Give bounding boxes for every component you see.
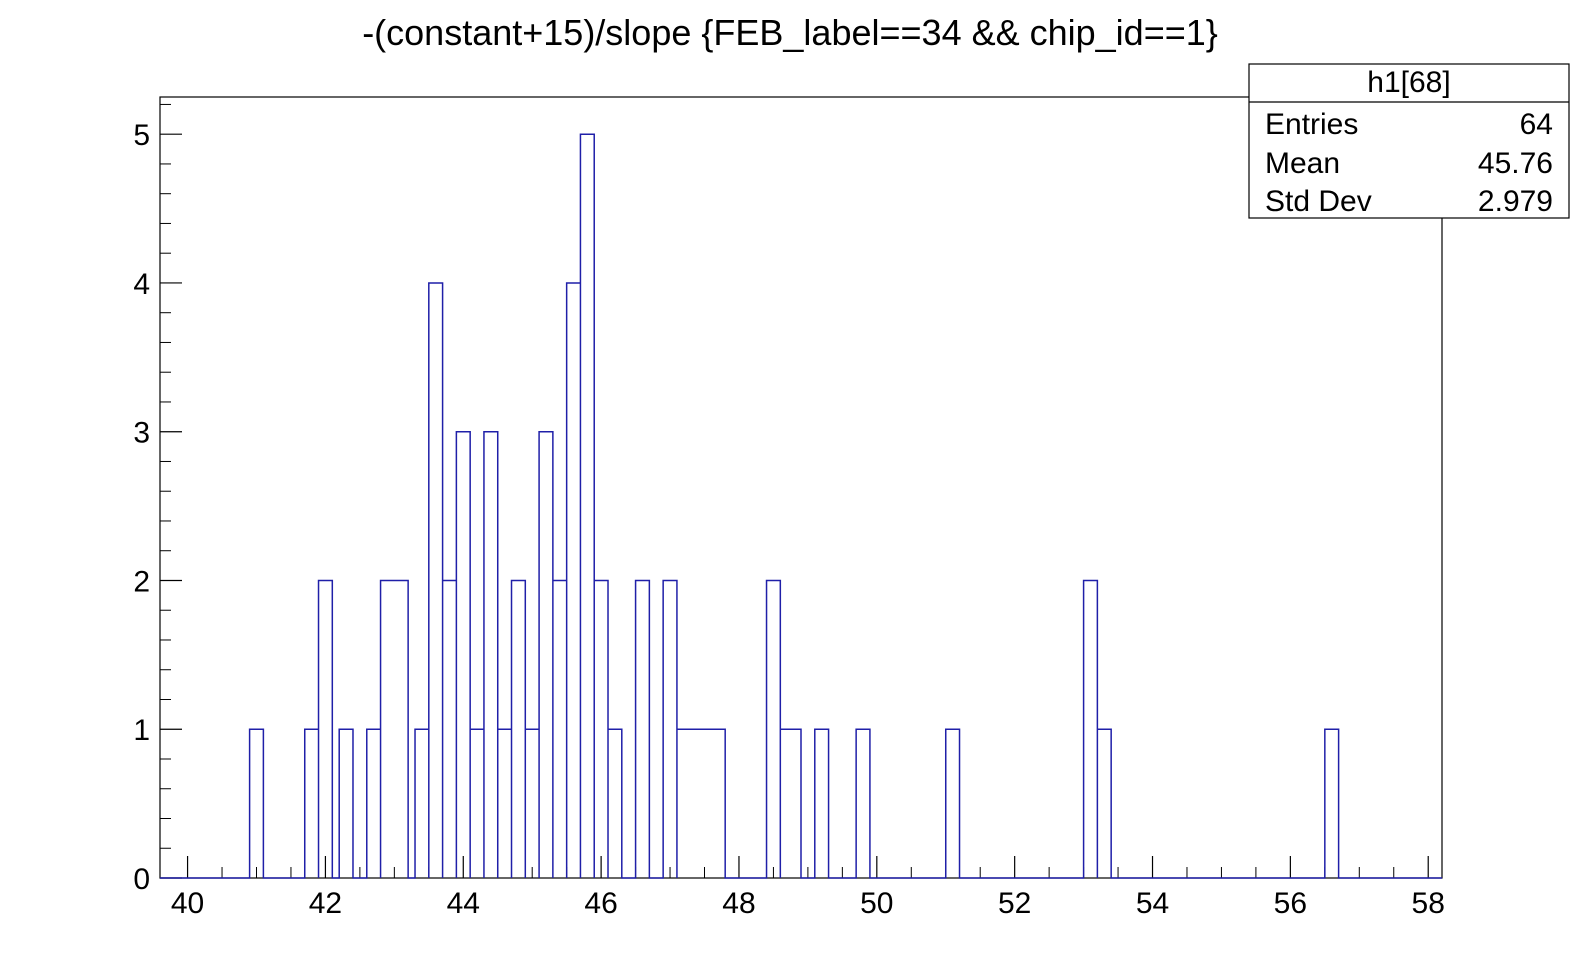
stats-mean-value: 45.76	[1478, 147, 1553, 180]
histogram-bin	[594, 580, 608, 878]
histogram-bin	[484, 432, 498, 878]
histogram-bin	[339, 729, 353, 878]
y-tick-label: 3	[133, 417, 150, 450]
histogram-bin	[415, 729, 429, 878]
x-tick-label: 52	[998, 887, 1031, 920]
x-tick-label: 42	[309, 887, 342, 920]
y-axis: 0 1 2 3 4 5	[133, 103, 182, 896]
x-tick-label: 46	[584, 887, 617, 920]
histogram-bin	[429, 283, 443, 878]
histogram-bin	[580, 134, 594, 878]
histogram-bin	[1097, 729, 1111, 878]
histogram-bins	[250, 134, 1339, 878]
histogram-bin	[319, 580, 333, 878]
histogram-bin	[512, 580, 526, 878]
histogram-bin	[663, 580, 677, 878]
histogram-bin	[815, 729, 829, 878]
histogram-bin	[677, 729, 725, 878]
stats-stddev-label: Std Dev	[1265, 185, 1372, 218]
histogram-bin	[470, 729, 484, 878]
y-tick-label: 0	[133, 863, 150, 896]
y-tick-label: 1	[133, 714, 150, 747]
histogram-bin	[305, 729, 319, 878]
stats-entries-value: 64	[1520, 108, 1553, 141]
histogram-bin	[767, 580, 781, 878]
histogram-bin	[608, 729, 622, 878]
histogram-bin	[443, 580, 457, 878]
histogram-bin	[636, 580, 650, 878]
stats-entries-label: Entries	[1265, 108, 1358, 141]
stats-stddev-value: 2.979	[1478, 185, 1553, 218]
stats-mean-label: Mean	[1265, 147, 1340, 180]
x-tick-label: 48	[722, 887, 755, 920]
y-tick-label: 4	[133, 268, 150, 301]
histogram-bin	[250, 729, 264, 878]
histogram-bin	[1084, 580, 1098, 878]
x-tick-label: 56	[1274, 887, 1307, 920]
histogram-bin	[567, 283, 581, 878]
histogram-bin	[456, 432, 470, 878]
y-tick-label: 2	[133, 565, 150, 598]
histogram-bin	[539, 432, 553, 878]
histogram-outline	[160, 133, 1442, 879]
histogram-bin	[1325, 729, 1339, 878]
histogram-bin	[856, 729, 870, 878]
stats-box-frame	[1248, 63, 1570, 219]
y-tick-label: 5	[133, 119, 150, 152]
histogram-bin	[381, 580, 409, 878]
stats-box-title: h1[68]	[1367, 66, 1450, 99]
histogram-bin	[498, 729, 512, 878]
histogram-bin	[946, 729, 960, 878]
histogram-bin	[780, 729, 801, 878]
x-tick-label: 54	[1136, 887, 1169, 920]
stats-box: h1[68] Entries 64 Mean 45.76 Std Dev 2.9…	[1248, 63, 1570, 219]
histogram-bin	[367, 729, 381, 878]
x-tick-label: 58	[1412, 887, 1445, 920]
x-tick-label: 44	[447, 887, 480, 920]
x-axis: 40 42 44 46 48 50 52 54 56 58	[171, 856, 1445, 920]
histogram-bin	[553, 580, 567, 878]
chart-title: -(constant+15)/slope {FEB_label==34 && c…	[362, 12, 1218, 53]
histogram-bin	[525, 729, 539, 878]
x-tick-label: 40	[171, 887, 204, 920]
x-tick-label: 50	[860, 887, 893, 920]
